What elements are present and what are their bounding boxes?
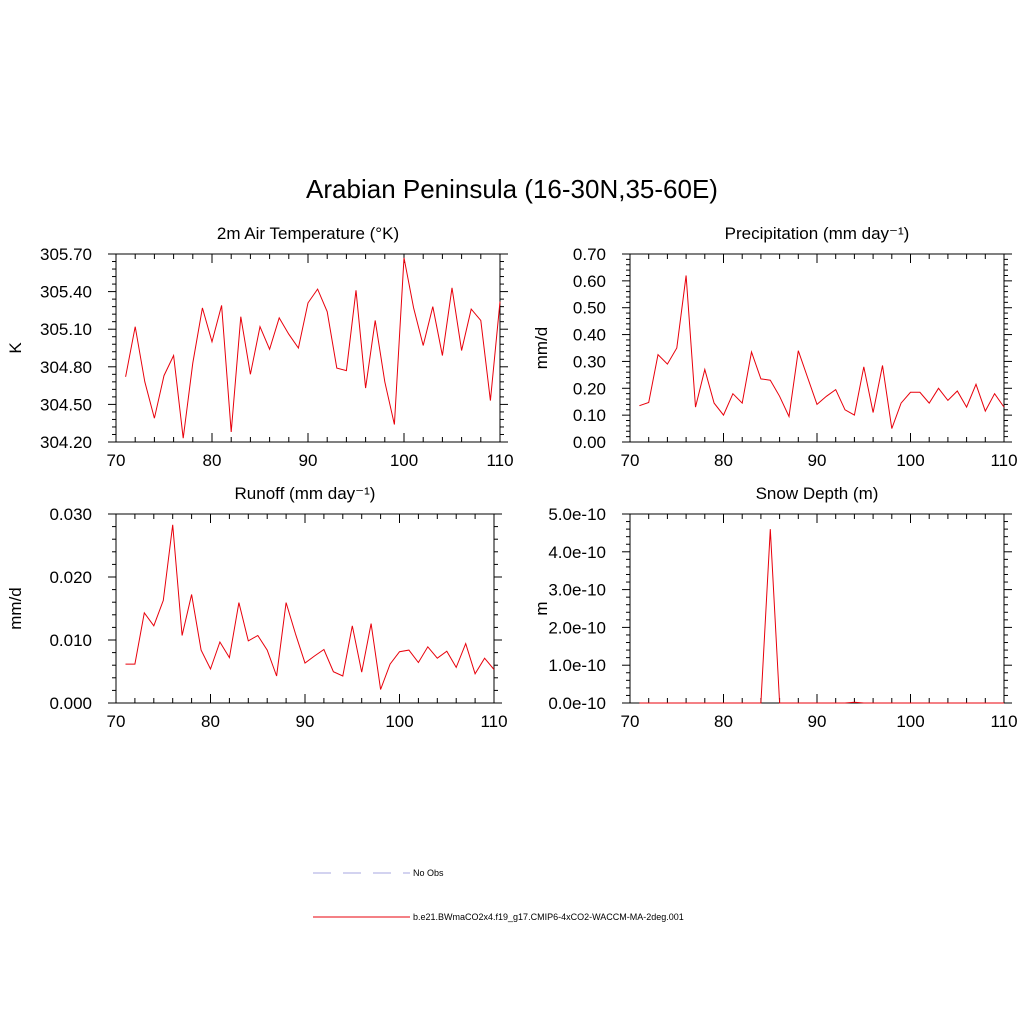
runoff-x-tick-label: 100 [385,712,413,731]
runoff-x-tick-label: 90 [296,712,315,731]
runoff-title: Runoff (mm day⁻¹) [235,484,376,503]
temperature-y-tick-label: 305.10 [40,320,92,339]
temperature-plot-frame [115,253,501,443]
precipitation-series-line [639,275,1005,429]
runoff-x-tick-label: 80 [201,712,220,731]
legend-label-model: b.e21.BWmaCO2x4.f19_g17.CMIP6-4xCO2-WACC… [413,912,684,922]
chart-panel-temperature: 2m Air Temperature (°K) 70 80 90 100 110 304.2… [6,224,514,470]
precipitation-ylabel: mm/d [532,327,551,370]
chart-panel-precipitation: Precipitation (mm day⁻¹) 70 80 90 100 110 0.00… [532,224,1018,470]
temperature-ylabel: K [6,342,25,354]
snow-depth-y-tick-label: 4.0e-10 [548,543,606,562]
snow-depth-y-tick-label: 0.0e-10 [548,694,606,713]
precipitation-x-tick-label: 80 [714,451,733,470]
snow-depth-ylabel: m [532,601,551,615]
snow-depth-y-tick-label: 3.0e-10 [548,581,606,600]
precipitation-title: Precipitation (mm day⁻¹) [725,224,910,243]
precipitation-y-tick-label: 0.10 [573,406,606,425]
precipitation-y-tick-label: 0.70 [573,245,606,264]
runoff-x-tick-label: 110 [480,712,507,731]
snow-depth-y-tick-label: 5.0e-10 [548,505,606,524]
temperature-y-tick-label: 305.40 [40,283,92,302]
precipitation-y-tick-label: 0.30 [573,352,606,371]
temperature-x-tick-label: 90 [299,451,318,470]
snow-depth-series-line [639,529,1004,704]
snow-depth-y-tick-label: 1.0e-10 [548,656,606,675]
snow-depth-x-tick-label: 110 [990,712,1017,731]
runoff-x-tick-label: 70 [107,712,126,731]
snow-depth-plot-frame [629,513,1005,704]
snow-depth-title: Snow Depth (m) [756,484,879,503]
precipitation-x-tick-label: 70 [621,451,640,470]
temperature-y-tick-label: 305.70 [40,245,92,264]
runoff-y-tick-label: 0.020 [49,568,92,587]
chart-panel-snow-depth: Snow Depth (m) 70 80 90 100 110 0.0e-10 1.0e-10… [532,484,1018,731]
precipitation-y-tick-label: 0.60 [573,272,606,291]
precipitation-y-tick-label: 0.40 [573,326,606,345]
precipitation-x-tick-label: 100 [896,451,924,470]
precipitation-y-tick-label: 0.00 [573,433,606,452]
temperature-series-line [125,257,501,439]
runoff-series-line [125,524,495,690]
chart-panel-runoff: Runoff (mm day⁻¹) 70 80 90 100 110 0.000 0.010 0… [6,484,508,731]
runoff-ylabel: mm/d [6,587,25,630]
snow-depth-x-tick-label: 70 [621,712,640,731]
legend: No Obs b.e21.BWmaCO2x4.f19_g17.CMIP6-4xC… [313,868,684,922]
legend-label-no-obs: No Obs [413,868,444,878]
temperature-y-tick-label: 304.80 [40,358,92,377]
runoff-plot-frame [115,513,495,704]
precipitation-y-tick-label: 0.20 [573,379,606,398]
temperature-y-tick-label: 304.50 [40,395,92,414]
precipitation-x-tick-label: 110 [990,451,1017,470]
snow-depth-x-tick-label: 90 [808,712,827,731]
precipitation-x-tick-label: 90 [808,451,827,470]
main-title: Arabian Peninsula (16-30N,35-60E) [306,174,718,204]
runoff-y-tick-label: 0.030 [49,505,92,524]
temperature-title: 2m Air Temperature (°K) [217,224,399,243]
temperature-x-tick-label: 70 [107,451,126,470]
temperature-x-tick-label: 100 [390,451,418,470]
precipitation-y-tick-label: 0.50 [573,299,606,318]
snow-depth-y-tick-label: 2.0e-10 [548,618,606,637]
runoff-y-tick-label: 0.010 [49,631,92,650]
snow-depth-x-tick-label: 80 [714,712,733,731]
temperature-y-tick-label: 304.20 [40,433,92,452]
runoff-y-tick-label: 0.000 [49,694,92,713]
temperature-x-tick-label: 80 [203,451,222,470]
snow-depth-x-tick-label: 100 [896,712,924,731]
temperature-x-tick-label: 110 [486,451,513,470]
